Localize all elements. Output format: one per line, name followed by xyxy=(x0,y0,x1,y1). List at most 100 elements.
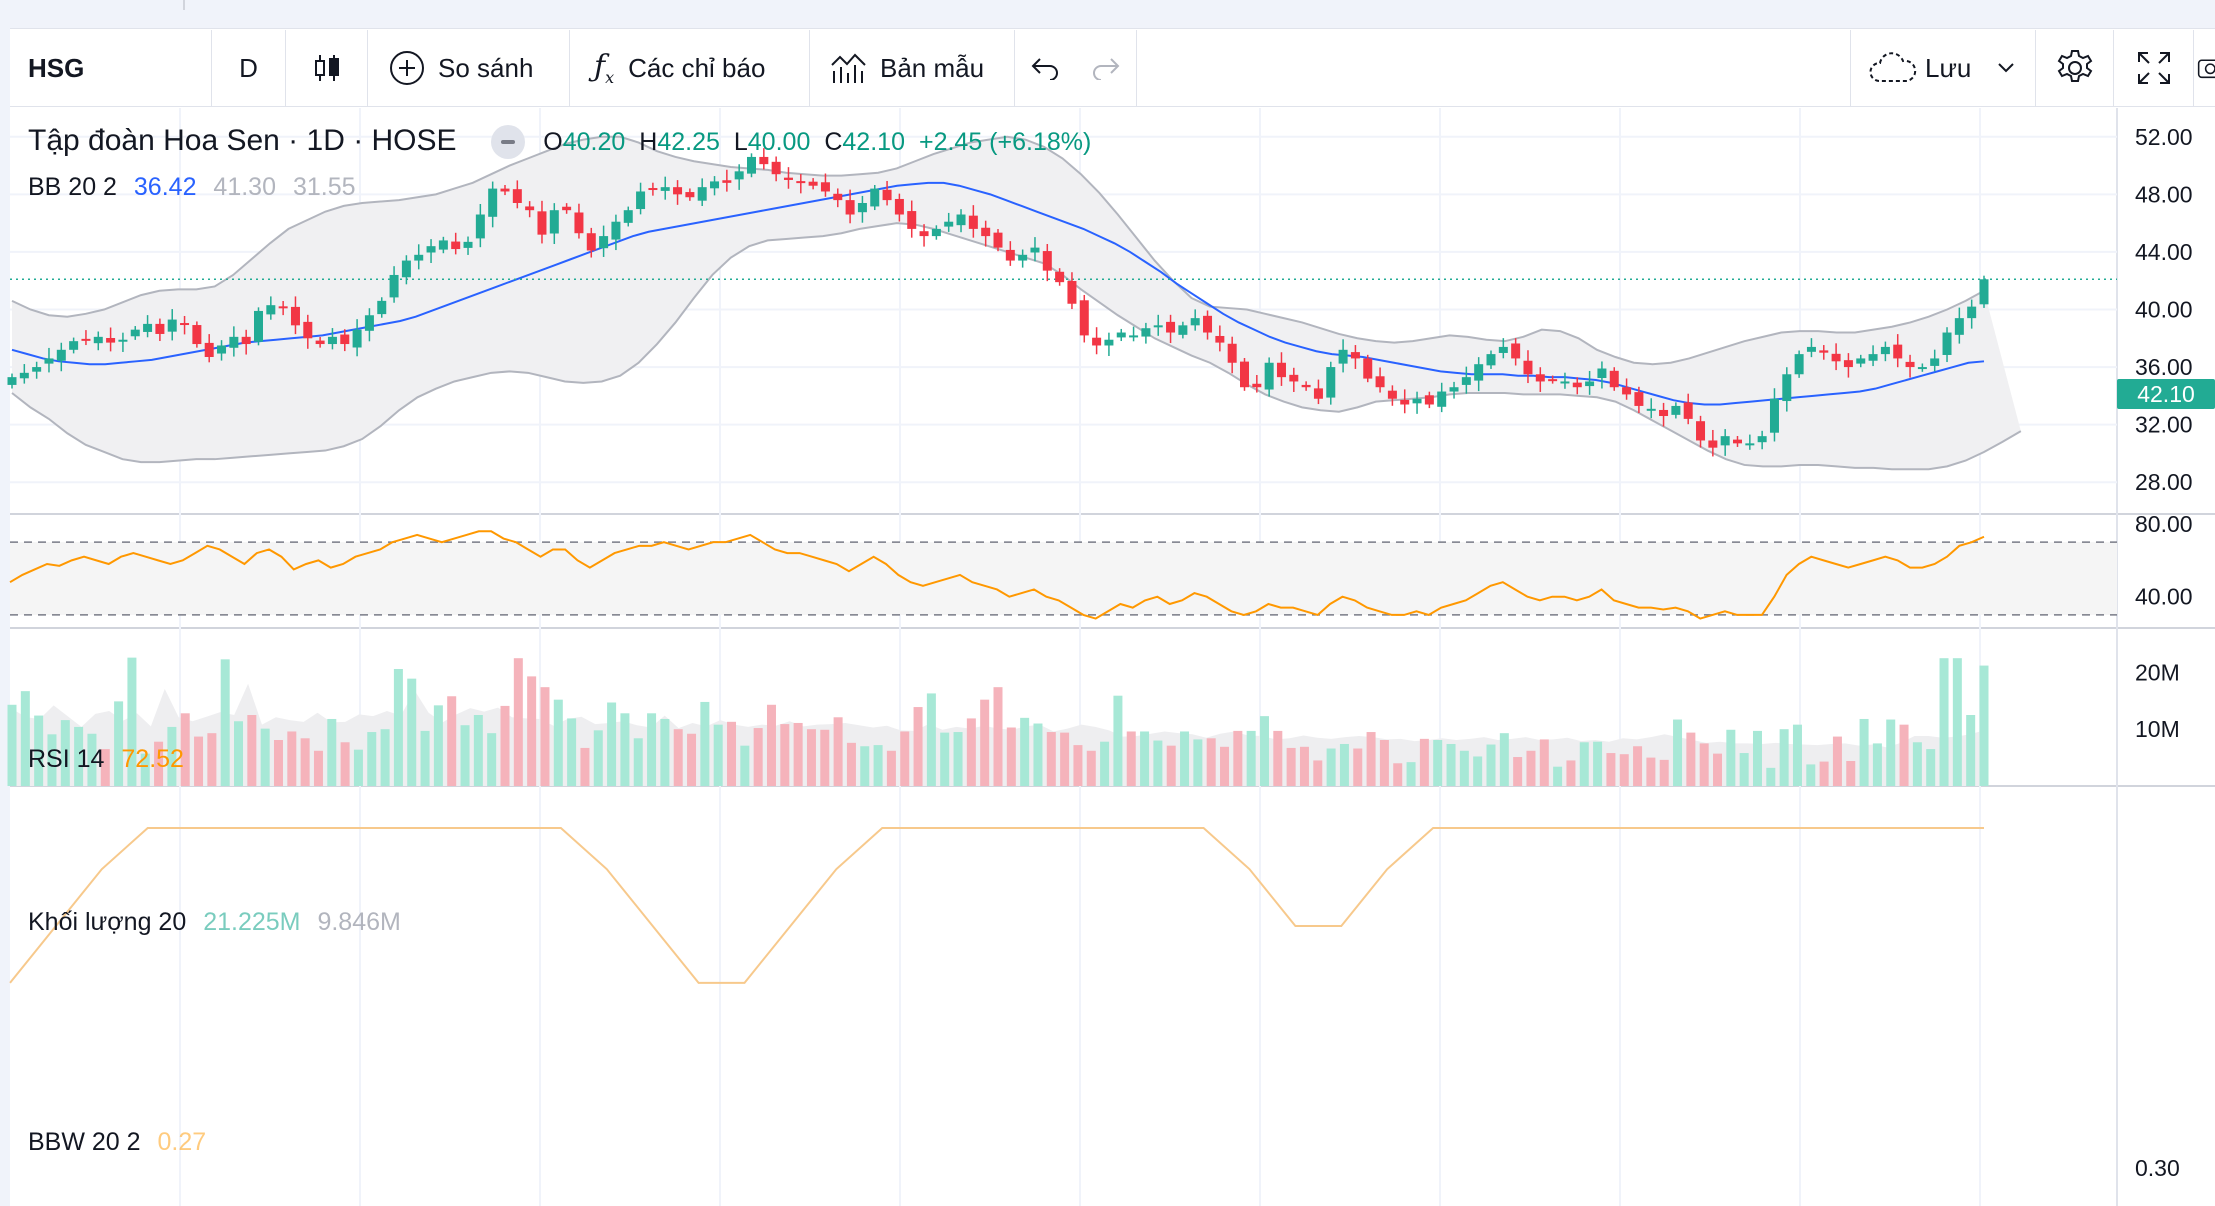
candle-body xyxy=(1079,300,1089,336)
candle-body xyxy=(303,321,313,339)
volume-bar xyxy=(1739,753,1749,786)
volume-bar xyxy=(527,676,537,786)
candle-body xyxy=(19,372,29,379)
rsi-value: 72.52 xyxy=(121,745,184,773)
interval-button[interactable]: D xyxy=(212,30,286,106)
volume-bar xyxy=(353,749,363,786)
bbw-layer xyxy=(9,827,1984,984)
candle-body xyxy=(771,161,781,175)
candle-body xyxy=(1338,349,1348,364)
volume-bar xyxy=(1633,746,1643,786)
volume-bar xyxy=(87,733,97,786)
volume-bar xyxy=(753,728,763,786)
save-button[interactable]: Lưu xyxy=(1850,30,2036,106)
candle-body xyxy=(1548,379,1558,382)
candle-body xyxy=(1240,361,1249,388)
templates-label: Bản mẫu xyxy=(880,52,985,83)
price-tick-label: 40.00 xyxy=(2135,297,2193,323)
templates-button[interactable]: Bản mẫu xyxy=(810,30,1015,106)
volume-bar xyxy=(1406,762,1416,786)
strip-separator xyxy=(183,0,185,10)
volume-bar xyxy=(593,730,603,786)
bb-lower-value: 31.55 xyxy=(292,173,356,201)
volume-bar xyxy=(1832,736,1842,786)
compare-button[interactable]: So sánh xyxy=(368,30,570,106)
volume-bar xyxy=(660,718,670,786)
candle-body xyxy=(1375,376,1385,388)
volume-legend[interactable]: Khối lượng 20 21.225M 9.846M xyxy=(28,908,411,937)
volume-bar xyxy=(846,742,856,786)
volume-bar xyxy=(1526,750,1536,786)
volume-bar xyxy=(154,741,164,786)
candle-body xyxy=(820,182,830,192)
candle-body xyxy=(1572,382,1582,388)
volume-bar xyxy=(7,704,17,786)
candle-body xyxy=(1819,350,1829,353)
candle-body xyxy=(512,189,522,203)
volume-bar xyxy=(1379,739,1389,786)
candle-body xyxy=(93,336,103,344)
volume-bar xyxy=(1979,665,1989,786)
ohlc-open: 40.20 xyxy=(562,128,626,156)
volume-bar xyxy=(1140,731,1150,786)
candle-body xyxy=(1683,402,1693,419)
volume-bar xyxy=(1459,750,1469,786)
volume-bar xyxy=(47,734,57,786)
candle-body xyxy=(1733,439,1742,444)
price-tick-label: 28.00 xyxy=(2135,469,2193,495)
redo-button[interactable] xyxy=(1075,30,1137,106)
volume-bar xyxy=(607,702,617,786)
candle-body xyxy=(1831,353,1841,362)
undo-icon xyxy=(1031,58,1058,80)
volume-bar xyxy=(1673,719,1683,786)
candle-body xyxy=(1129,335,1139,338)
candle-body xyxy=(389,274,399,298)
symbol-search-button[interactable]: HSG xyxy=(10,30,212,106)
ohlc-high: 42.25 xyxy=(657,128,720,156)
bbw-legend[interactable]: BBW 20 2 0.27 xyxy=(28,1128,216,1157)
rsi-legend[interactable]: RSI 14 72.52 xyxy=(28,745,194,774)
chart-canvas[interactable]: 52.00 48.00 44.00 40.00 36.00 32.00 28.00 80.00… xyxy=(0,108,2215,1206)
volume-bar xyxy=(1326,748,1336,786)
volume-bar xyxy=(1353,748,1363,786)
volume-bar xyxy=(1473,756,1483,786)
undo-button[interactable] xyxy=(1015,30,1075,106)
save-label: Lưu xyxy=(1925,52,1972,83)
volume-bar xyxy=(980,699,990,786)
candle-body xyxy=(1030,247,1040,253)
candle-body xyxy=(278,306,288,309)
candle-body xyxy=(1474,364,1484,381)
indicators-button[interactable]: ƒx Các chỉ báo xyxy=(570,30,810,106)
hide-legend-button[interactable] xyxy=(490,125,525,160)
candle-body xyxy=(1141,328,1151,337)
candle-body xyxy=(648,188,658,191)
volume-bar xyxy=(886,750,896,786)
volume-bar xyxy=(833,717,843,786)
snapshot-button[interactable] xyxy=(2194,30,2215,106)
candle-body xyxy=(1646,408,1656,411)
candle-body xyxy=(377,300,387,315)
candle-body xyxy=(1104,339,1114,346)
bb-mid-value: 36.42 xyxy=(133,173,197,201)
bb-legend[interactable]: BB 20 2 36.42 41.30 31.55 xyxy=(28,173,366,202)
volume-bar xyxy=(553,699,563,786)
volume-bar xyxy=(1153,740,1163,786)
candle-body xyxy=(907,211,917,229)
candle-body xyxy=(414,254,424,261)
bb-lower-line xyxy=(11,222,2022,471)
volume-bar xyxy=(1126,731,1136,786)
candle-body xyxy=(747,156,756,174)
settings-button[interactable] xyxy=(2036,30,2114,106)
candle-body xyxy=(1511,343,1521,359)
candle-body xyxy=(1979,279,1989,305)
chart-style-button[interactable] xyxy=(286,30,368,106)
fullscreen-button[interactable] xyxy=(2114,30,2194,106)
price-tick-label: 48.00 xyxy=(2135,181,2193,207)
candle-body xyxy=(1942,332,1952,355)
volume-bar xyxy=(180,713,190,786)
candle-body xyxy=(931,228,941,237)
candle-body xyxy=(734,171,744,180)
candle-body xyxy=(44,358,54,364)
volume-bar xyxy=(1259,716,1269,786)
volume-bar xyxy=(1553,766,1563,786)
